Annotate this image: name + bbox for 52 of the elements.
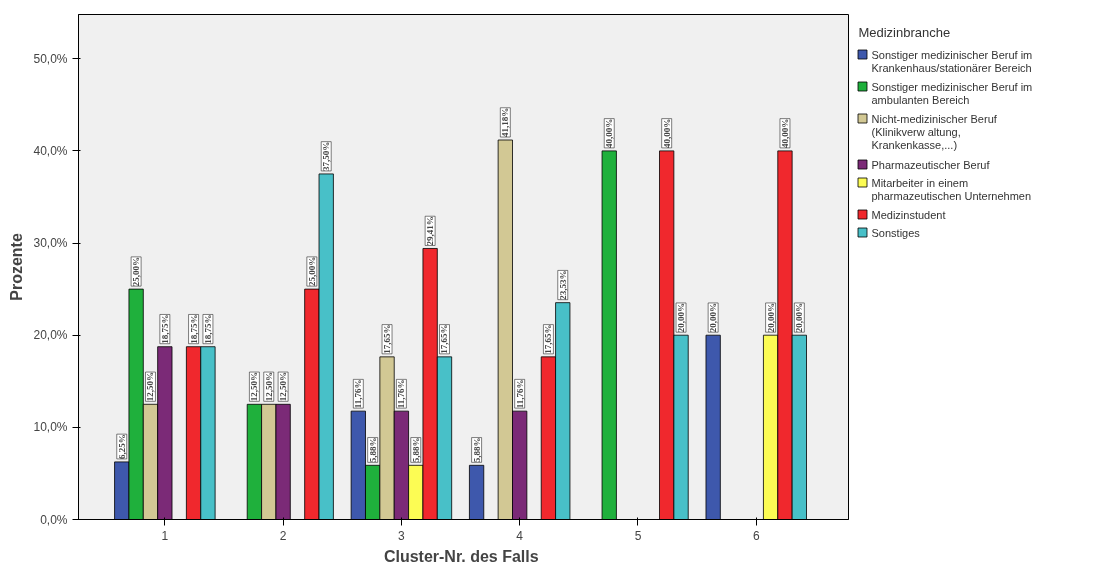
y-tick-label: 10,0% bbox=[33, 420, 68, 435]
data-label: 5,88% bbox=[410, 437, 421, 463]
data-label: 18,75% bbox=[159, 314, 170, 344]
data-label: 20,00% bbox=[708, 302, 719, 333]
x-tick-label: 5 bbox=[634, 528, 642, 543]
data-label: 12,50% bbox=[145, 372, 156, 402]
legend-label: Mitarbeiter in einem pharmazeutischen Unternehmen bbox=[871, 176, 1032, 202]
data-label: 20,00% bbox=[765, 302, 776, 333]
data-label: 6,25% bbox=[116, 434, 127, 459]
data-label: 17,65% bbox=[543, 324, 554, 354]
data-label: 37,50% bbox=[321, 141, 332, 171]
x-tick-label: 3 bbox=[398, 528, 406, 543]
data-label: 40,00% bbox=[661, 118, 672, 148]
data-label: 11,76% bbox=[353, 379, 364, 409]
legend-title: Medizinbranche bbox=[858, 25, 951, 40]
legend-label: Sonstiger medizinischer Beruf im Krankenhaus/stationärer Bereich bbox=[871, 48, 1033, 74]
x-tick-label: 1 bbox=[161, 528, 169, 543]
y-axis-title: Prozente bbox=[8, 233, 26, 301]
data-label: 5,88% bbox=[471, 437, 482, 463]
data-label: 25,00% bbox=[306, 256, 317, 287]
legend-label: Nicht-medizinischer Beruf (Klinikverw altung, Krankenkasse,...) bbox=[871, 112, 998, 151]
data-label: 5,88% bbox=[367, 437, 378, 463]
data-label: 12,50% bbox=[249, 372, 260, 402]
data-label: 18,75% bbox=[188, 314, 199, 344]
data-label: 11,76% bbox=[514, 379, 525, 409]
data-label: 25,00% bbox=[131, 256, 142, 287]
x-tick-label: 2 bbox=[279, 528, 287, 543]
data-label: 18,75% bbox=[202, 314, 213, 344]
data-label: 40,00% bbox=[779, 118, 790, 148]
x-axis-title: Cluster-Nr. des Falls bbox=[383, 547, 539, 565]
y-tick-label: 50,0% bbox=[33, 51, 68, 66]
data-label: 20,00% bbox=[794, 302, 805, 333]
data-label: 20,00% bbox=[676, 302, 687, 333]
data-label: 40,00% bbox=[604, 118, 615, 148]
x-tick-label: 4 bbox=[516, 528, 524, 543]
data-label: 23,53% bbox=[557, 270, 568, 300]
data-label: 12,50% bbox=[278, 372, 289, 402]
legend-label: Sonstiger medizinischer Beruf im ambulanten Bereich bbox=[871, 80, 1033, 106]
legend-label: Medizinstudent bbox=[871, 208, 946, 221]
y-tick-label: 40,0% bbox=[33, 143, 68, 158]
x-tick-label: 6 bbox=[752, 528, 760, 543]
data-label: 17,65% bbox=[382, 324, 393, 354]
data-label: 41,18% bbox=[500, 107, 511, 138]
data-label: 11,76% bbox=[396, 379, 407, 409]
y-tick-label: 20,0% bbox=[33, 328, 68, 343]
data-label: 29,41% bbox=[425, 216, 436, 246]
data-label: 17,65% bbox=[439, 324, 450, 354]
data-label: 12,50% bbox=[263, 372, 274, 402]
y-tick-label: 30,0% bbox=[33, 236, 68, 251]
y-tick-label: 0,0% bbox=[40, 512, 68, 527]
legend-label: Sonstiges bbox=[871, 226, 921, 239]
legend-label: Pharmazeutischer Beruf bbox=[871, 158, 991, 171]
